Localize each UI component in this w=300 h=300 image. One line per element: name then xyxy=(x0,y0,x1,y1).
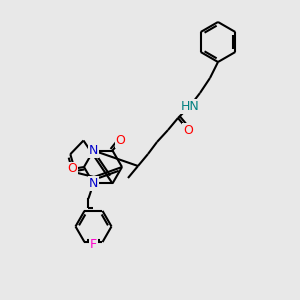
Text: F: F xyxy=(90,238,97,251)
Text: N: N xyxy=(89,177,98,190)
Text: N: N xyxy=(89,144,98,157)
Text: HN: HN xyxy=(181,100,200,112)
Text: O: O xyxy=(67,163,77,176)
Text: O: O xyxy=(183,124,193,136)
Text: O: O xyxy=(116,134,125,147)
